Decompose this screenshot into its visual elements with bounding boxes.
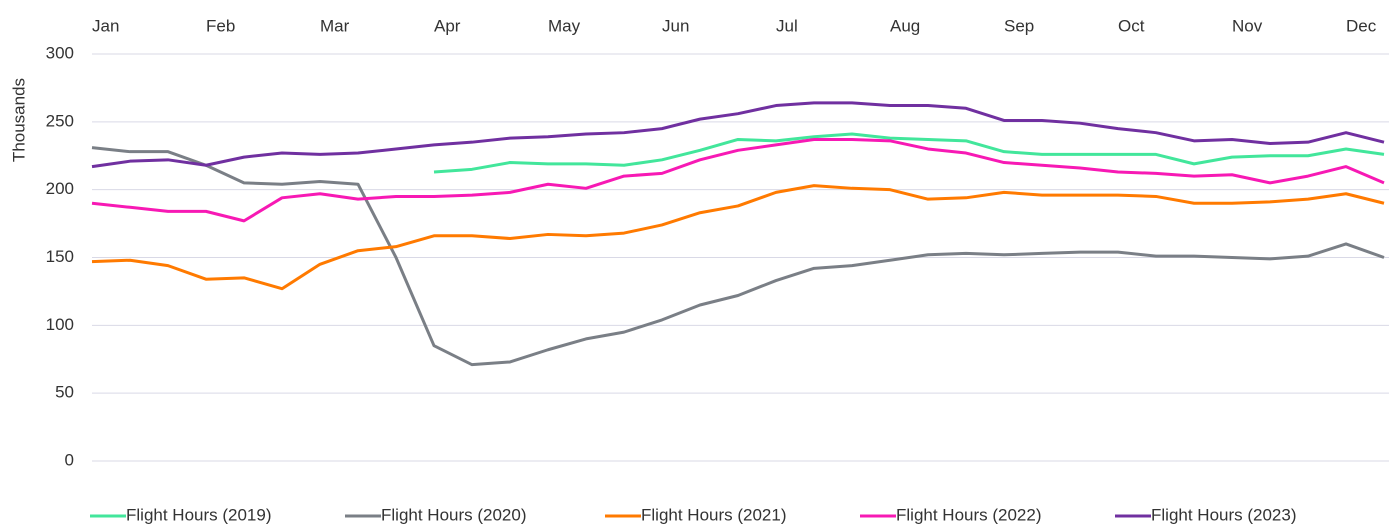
x-tick-label: Dec: [1346, 16, 1377, 35]
x-tick-label: Oct: [1118, 16, 1145, 35]
y-tick-label: 50: [55, 383, 74, 402]
y-tick-label: 200: [46, 179, 74, 198]
y-axis-label: Thousands: [9, 78, 28, 162]
y-tick-label: 250: [46, 111, 74, 130]
series-line: [91, 137, 1385, 223]
y-tick-label: 100: [46, 315, 74, 334]
legend-label: Flight Hours (2019): [126, 505, 272, 524]
legend-label: Flight Hours (2022): [896, 505, 1042, 524]
x-tick-label: Sep: [1004, 16, 1034, 35]
series-line: [91, 101, 1385, 169]
y-tick-label: 150: [46, 247, 74, 266]
x-tick-label: Jul: [776, 16, 798, 35]
x-tick-label: Mar: [320, 16, 350, 35]
series-line: [433, 132, 1385, 174]
x-tick-label: May: [548, 16, 581, 35]
legend-label: Flight Hours (2023): [1151, 505, 1297, 524]
series-line: [91, 184, 1385, 291]
x-tick-label: Jun: [662, 16, 689, 35]
x-tick-label: Jan: [92, 16, 119, 35]
legend-label: Flight Hours (2021): [641, 505, 787, 524]
x-tick-label: Feb: [206, 16, 235, 35]
x-tick-label: Nov: [1232, 16, 1263, 35]
x-tick-label: Aug: [890, 16, 920, 35]
series-line: [91, 146, 1385, 367]
y-tick-label: 0: [65, 450, 74, 469]
y-tick-label: 300: [46, 43, 74, 62]
legend-label: Flight Hours (2020): [381, 505, 527, 524]
x-tick-label: Apr: [434, 16, 461, 35]
